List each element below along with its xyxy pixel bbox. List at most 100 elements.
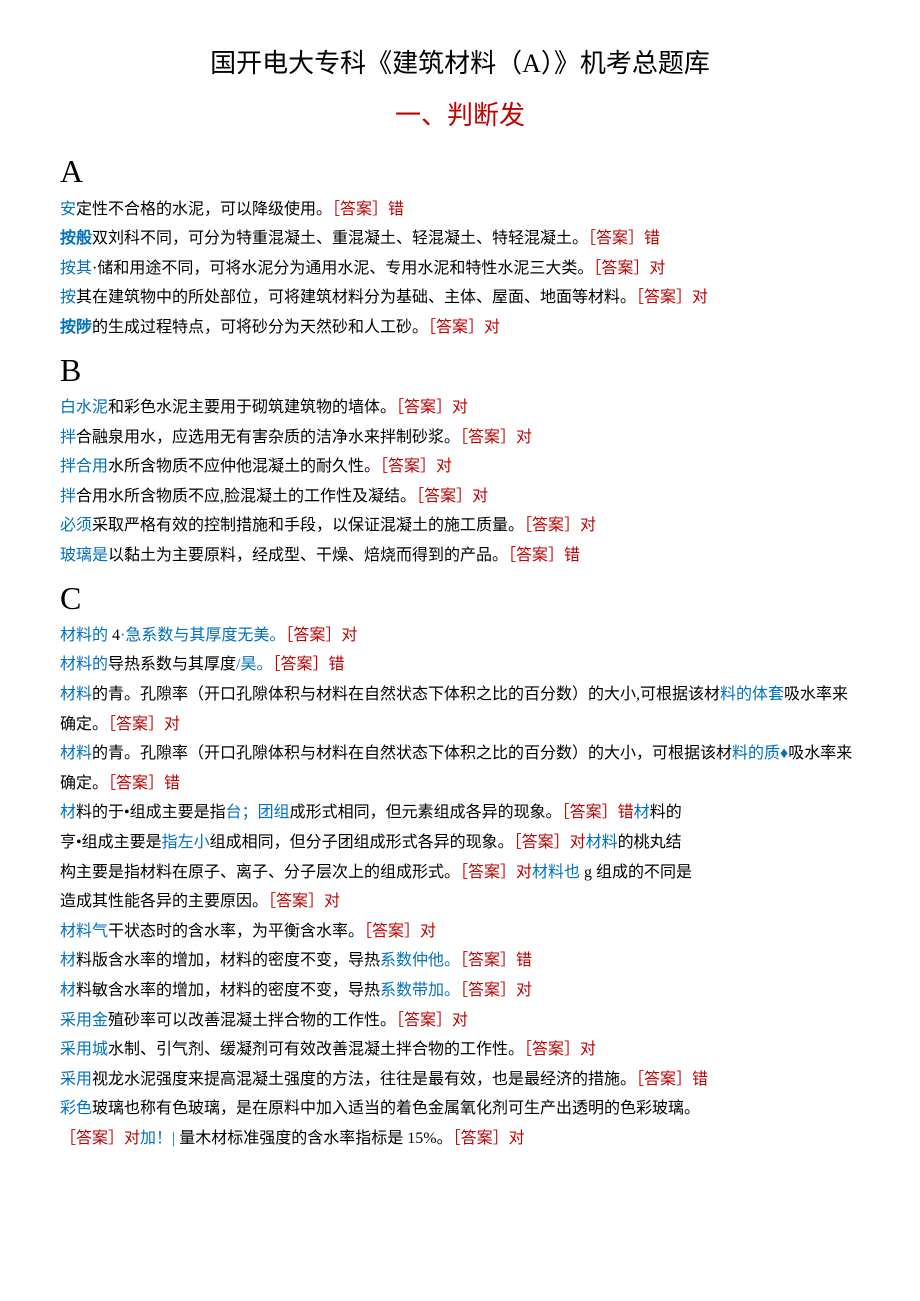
text-fragment: 玻璃也称有色玻璃，是在原料中加入适当的着色金属氧化剂可生产出透明的色彩玻璃。 <box>92 1100 700 1117</box>
text-fragment: 系数带加。 <box>380 982 460 999</box>
text-fragment: ［答案］对 <box>453 1130 525 1147</box>
text-fragment: 采用 <box>60 1071 92 1088</box>
text-fragment: ·急系数与其厚度无美。 <box>120 627 285 644</box>
qa-item: 白水泥和彩色水泥主要用于砌筑建筑物的墙体。［答案］对 <box>60 393 860 423</box>
text-fragment: 材料 <box>586 834 618 851</box>
text-fragment: 水所含物质不应仲他混凝土的耐久性。 <box>108 458 380 475</box>
qa-item: 材料气干状态时的含水率，为平衡含水率。［答案］对 <box>60 917 860 947</box>
text-fragment: 的青。孔隙率（开口孔隙体积与材料在自然状态下体积之比的百分数）的大小，可根据该材 <box>92 745 732 762</box>
text-fragment: 拌合用 <box>60 458 108 475</box>
text-fragment: 双刘科不同，可分为特重混凝土、重混凝土、轻混凝土、特轻混凝土。 <box>92 230 588 247</box>
text-fragment: 系数仲他。 <box>380 952 460 969</box>
text-fragment: ［答案］对 <box>60 1130 140 1147</box>
text-fragment: ［答案］错 <box>508 547 580 564</box>
text-fragment: 组成相同，但分子团组成形式各异的现象。 <box>210 834 514 851</box>
text-fragment: 干状态时的含水率，为平衡含水率。 <box>108 923 364 940</box>
text-fragment: 混凝土的工作性及凝结。 <box>240 488 416 505</box>
qa-item: 材料的导热系数与其厚度/昊。［答案］错 <box>60 650 860 680</box>
section-b: 白水泥和彩色水泥主要用于砌筑建筑物的墙体。［答案］对拌合融泉用水，应选用无有害杂… <box>60 393 860 571</box>
text-fragment: 导热系数与其厚度 <box>108 656 236 673</box>
qa-item: 必须采取严格有效的控制措施和手段，以保证混凝土的施工质量。［答案］对 <box>60 511 860 541</box>
text-fragment: 彩色 <box>60 1100 92 1117</box>
text-fragment: 材料也 <box>532 864 580 881</box>
text-fragment: ［答案］错 <box>636 1071 708 1088</box>
text-fragment: 的生成过程特点，可将砂分为天然砂和人工砂。 <box>92 319 428 336</box>
text-fragment: 的桃丸结 <box>618 834 682 851</box>
text-fragment: ［答案］对 <box>524 517 596 534</box>
section-letter-c: C <box>60 579 860 617</box>
text-fragment: 以黏土为主要原料，经成型、干燥、焙烧而得到的产品。 <box>108 547 508 564</box>
qa-item: 材料的青。孔隙率（开口孔隙体积与材料在自然状态下体积之比的百分数）的大小,可根据… <box>60 680 860 739</box>
text-fragment: 材料 <box>60 745 92 762</box>
text-fragment: ［答案］对 <box>460 982 532 999</box>
text-fragment: 的青。孔隙率（开口孔隙体积与材料在自然状态下体积之比的百分数）的大小,可根据该材 <box>92 686 720 703</box>
text-fragment: 和彩色水泥主要用于砌筑建筑物的墙体。 <box>108 399 396 416</box>
qa-item: 材料版含水率的增加，材料的密度不变，导热系数仲他。［答案］错 <box>60 946 860 976</box>
text-fragment: 水制、引气剂、缓凝剂可有效改善混凝土拌合物的工作性。 <box>108 1041 524 1058</box>
text-fragment: ［答案］对 <box>460 864 532 881</box>
text-fragment: 指左小 <box>162 834 210 851</box>
qa-item: 造成其性能各异的主要原因。［答案］对 <box>60 887 860 917</box>
text-fragment: 脸 <box>224 488 240 505</box>
text-fragment: ［答案］对 <box>396 399 468 416</box>
text-fragment: 定性不合格的水泥，可以降级使用。 <box>76 201 332 218</box>
text-fragment: 合用水所含物质不应, <box>76 488 224 505</box>
text-fragment: 料的体套 <box>720 686 784 703</box>
section-c: 材料的 4·急系数与其厚度无美。［答案］对材料的导热系数与其厚度/昊。［答案］错… <box>60 621 860 1154</box>
text-fragment: g 组成的不同是 <box>580 864 692 881</box>
text-fragment: 4 <box>108 627 120 644</box>
text-fragment: 其在建筑物中的所处部位，可将建筑材料分为基础、主体、屋面、地面等材料。 <box>76 289 636 306</box>
text-fragment: ［答案］错 <box>332 201 404 218</box>
text-fragment: 成形式相同，但元素组成各异的现象。 <box>290 804 562 821</box>
text-fragment: 材 <box>634 804 650 821</box>
text-fragment: ［答案］对 <box>268 893 340 910</box>
qa-item: 采用视龙水泥强度来提高混凝土强度的方法，往往是最有效，也是最经济的措施。［答案］… <box>60 1065 860 1095</box>
qa-item: 材料敏含水率的增加，材料的密度不变，导热系数带加。［答案］对 <box>60 976 860 1006</box>
qa-item: 彩色玻璃也称有色玻璃，是在原料中加入适当的着色金属氧化剂可生产出透明的色彩玻璃。 <box>60 1094 860 1124</box>
qa-item: 材料的青。孔隙率（开口孔隙体积与材料在自然状态下体积之比的百分数）的大小，可根据… <box>60 739 860 798</box>
qa-item: 玻璃是以黏土为主要原料，经成型、干燥、焙烧而得到的产品。［答案］错 <box>60 541 860 571</box>
text-fragment: ［答案］对 <box>285 627 357 644</box>
text-fragment: ［答案］错 <box>108 775 180 792</box>
text-fragment: 材料气 <box>60 923 108 940</box>
qa-item: 构主要是指材料在原子、离子、分子层次上的组成形式。［答案］对材料也 g 组成的不… <box>60 858 860 888</box>
text-fragment: 安 <box>60 201 76 218</box>
text-fragment: 视龙水泥强度来提高混凝土强度的方法，往往是最有效，也是最经济的措施。 <box>92 1071 636 1088</box>
text-fragment: 必须 <box>60 517 92 534</box>
qa-item: 采用城水制、引气剂、缓凝剂可有效改善混凝土拌合物的工作性。［答案］对 <box>60 1035 860 1065</box>
text-fragment: 按般 <box>60 230 92 247</box>
text-fragment: 白水泥 <box>60 399 108 416</box>
page-title: 国开电大专科《建筑材料（A）》机考总题库 <box>60 40 860 88</box>
text-fragment: ［答案］错 <box>562 804 634 821</box>
text-fragment: 材 <box>60 982 76 999</box>
text-fragment: ［答案］对 <box>636 289 708 306</box>
text-fragment: 材 <box>60 804 76 821</box>
text-fragment: 造成其性能各异的主要原因。 <box>60 893 268 910</box>
text-fragment: 量木材标准强度的含水率指标是 15%。 <box>179 1130 452 1147</box>
text-fragment: 构主要是指材料在原子、离子、分子层次上的组成形式。 <box>60 864 460 881</box>
text-fragment: 玻璃是 <box>60 547 108 564</box>
qa-item: 按其在建筑物中的所处部位，可将建筑材料分为基础、主体、屋面、地面等材料。［答案］… <box>60 283 860 313</box>
text-fragment: 材 <box>60 952 76 969</box>
qa-item: 材料的于•组成主要是指台；团组成形式相同，但元素组成各异的现象。［答案］错材料的 <box>60 798 860 828</box>
section-letter-b: B <box>60 351 860 389</box>
text-fragment: 拌 <box>60 488 76 505</box>
text-fragment: 采用城 <box>60 1041 108 1058</box>
text-fragment: ［答案］错 <box>460 952 532 969</box>
text-fragment: ［答案］对 <box>364 923 436 940</box>
text-fragment: 料敏含水率的增加，材料的密度不变，导热 <box>76 982 380 999</box>
text-fragment: 采取严格有效的控制措施和手段，以保证混凝土的施工质量。 <box>92 517 524 534</box>
text-fragment: ［答案］对 <box>514 834 586 851</box>
text-fragment: 按陟 <box>60 319 92 336</box>
text-fragment: 加！| <box>140 1130 179 1147</box>
text-fragment: 按其 <box>60 260 92 277</box>
section-letter-a: A <box>60 152 860 190</box>
text-fragment: 料的质♦ <box>732 745 788 762</box>
text-fragment: 材料的 <box>60 627 108 644</box>
text-fragment: ·储和用途不同，可将水泥分为通用水泥、专用水泥和特性水泥三大类。 <box>92 260 593 277</box>
text-fragment: ［答案］对 <box>108 716 180 733</box>
page-subtitle: 一、判断发 <box>60 92 860 140</box>
text-fragment: ［答案］对 <box>460 429 532 446</box>
qa-item: 拌合用水所含物质不应,脸混凝土的工作性及凝结。［答案］对 <box>60 482 860 512</box>
text-fragment: 料的于•组成主要是指 <box>76 804 226 821</box>
